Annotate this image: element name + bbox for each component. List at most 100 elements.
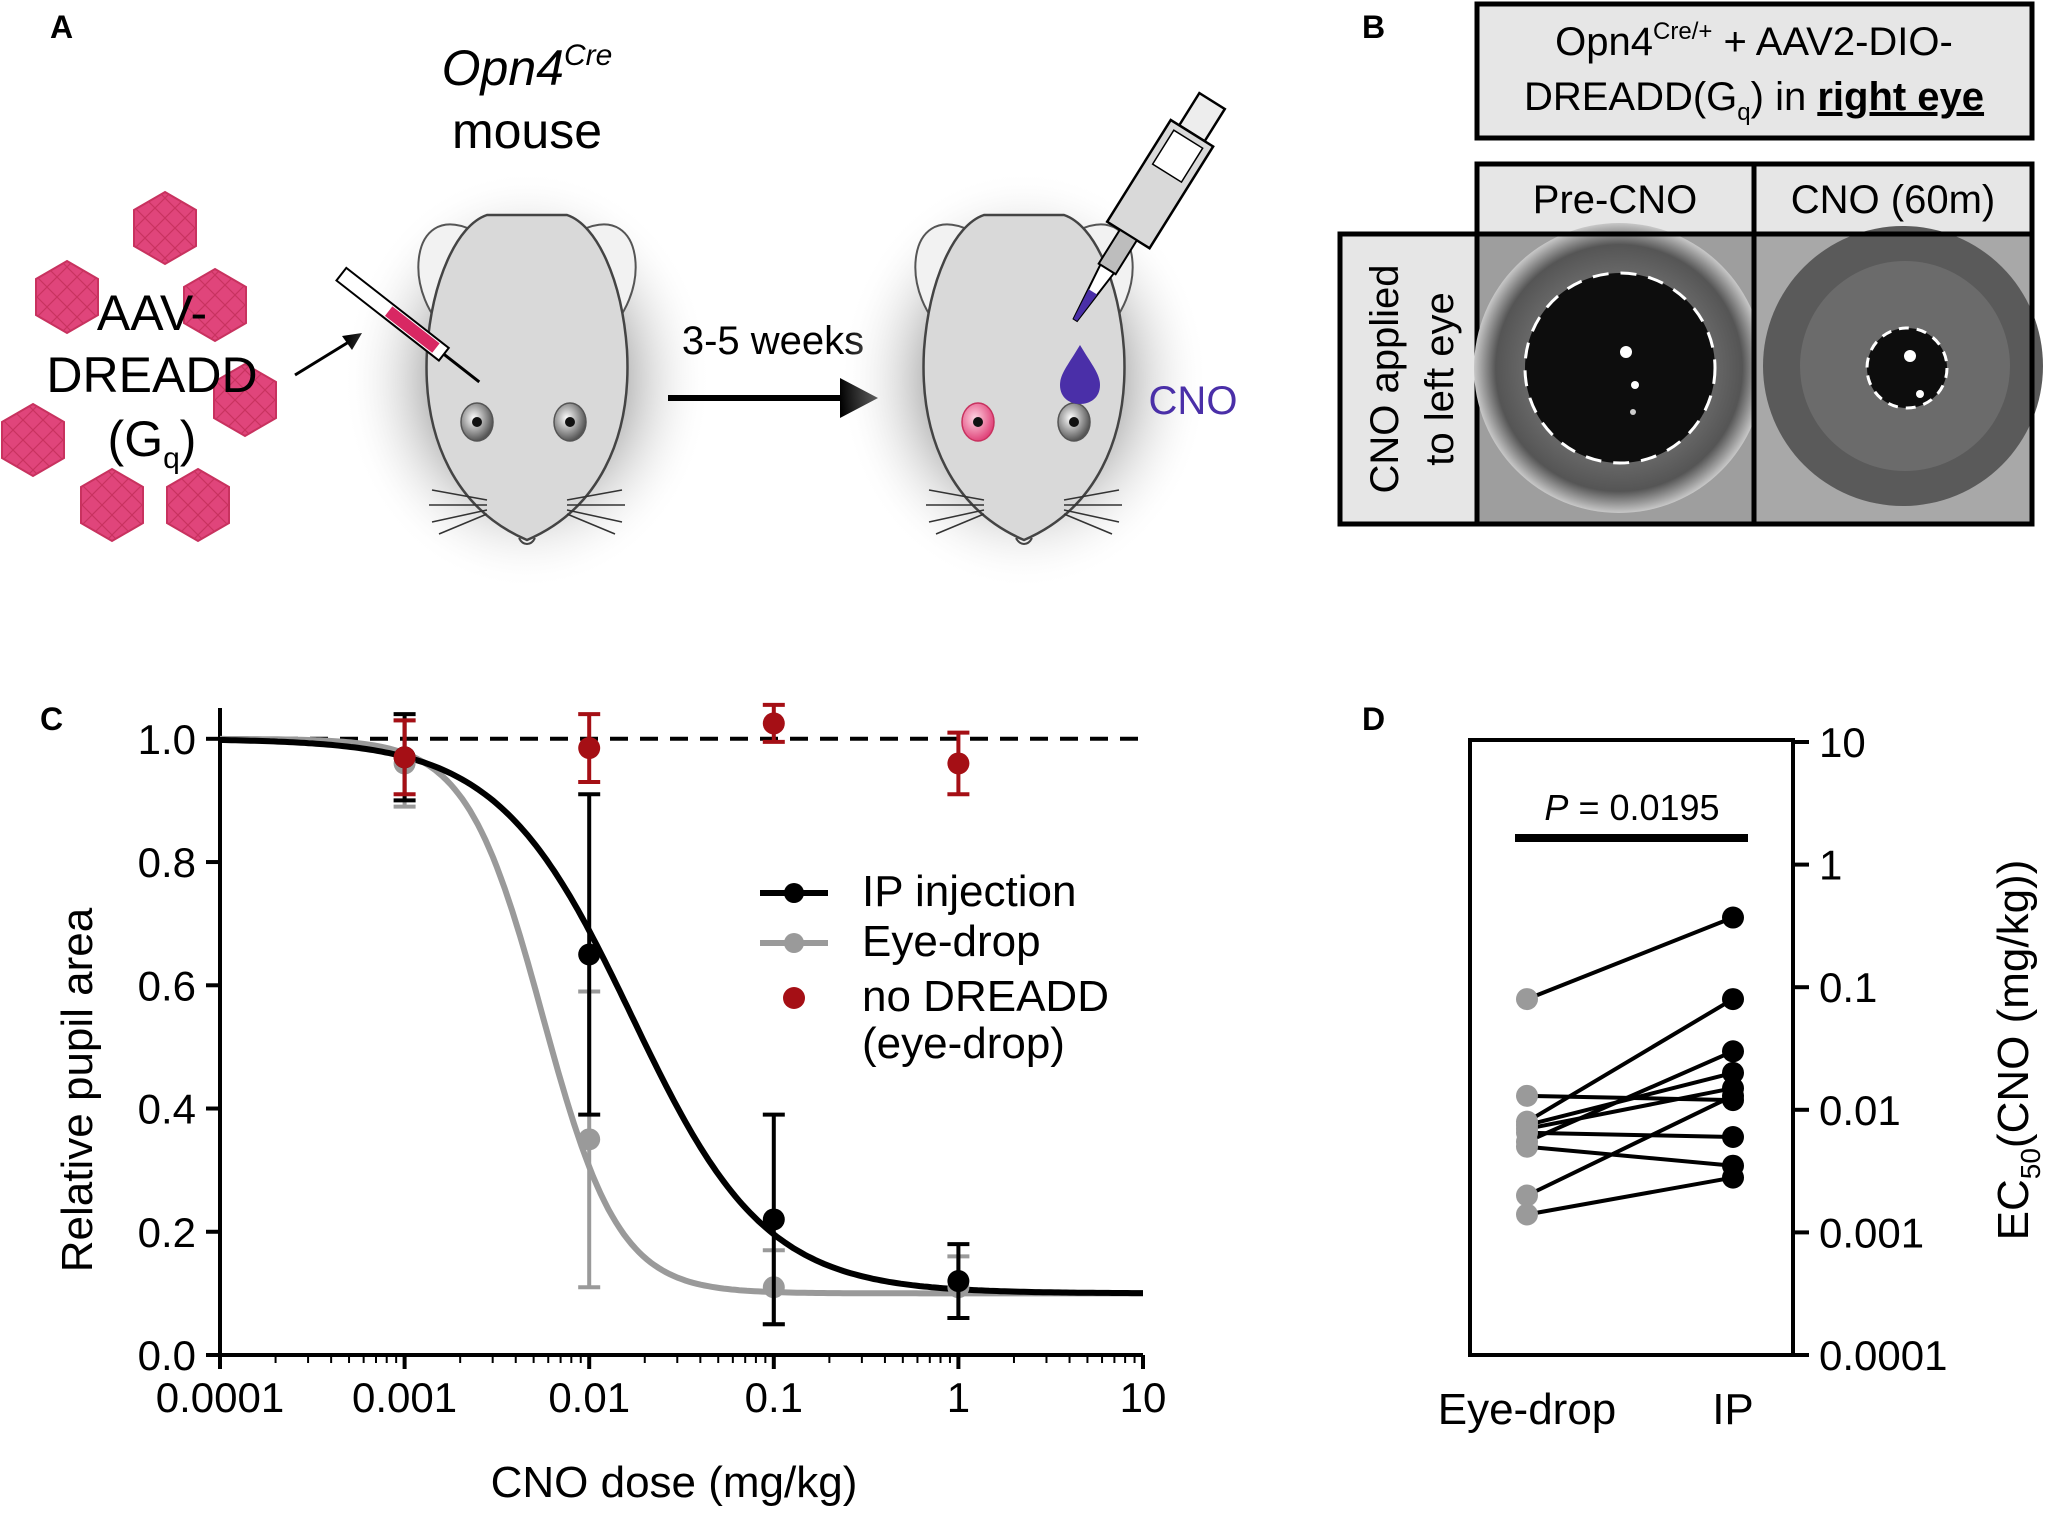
d-point-eyedrop (1516, 1135, 1538, 1158)
row-header-line1: CNO applied (1363, 264, 1407, 493)
cno-label: CNO (1149, 379, 1238, 423)
mouse-title-line1: Opn4Cre (442, 39, 613, 96)
d-pair-line (1526, 1049, 1734, 1144)
mouse-title-line2: mouse (452, 103, 602, 159)
panel-b-title-line2: DREADD(Gq) in right eye (1524, 75, 1984, 126)
col-header-pre (1474, 161, 1757, 237)
panel-c-axes: 0.0 0.2 0.4 0.6 0.8 1.0 0.0001 0.001 0.01 0.1 1 10 (138, 708, 1167, 1421)
d-pair-line (1525, 997, 1735, 1124)
c-y-tick-label: 0.0 (138, 1332, 196, 1379)
legend-nodreadd-label-2: (eye-drop) (862, 1019, 1065, 1068)
panel-c-label: C (40, 701, 63, 737)
panel-c-xlabel: CNO dose (mg/kg) (491, 1458, 858, 1507)
d-y-tick-label: 10 (1819, 719, 1866, 766)
d-y-tick-label: 0.0001 (1819, 1332, 1947, 1379)
c-y-tick-label: 0.2 (138, 1209, 196, 1256)
d-y-tick-label: 0.001 (1819, 1209, 1924, 1256)
d-y-tick-label: 0.01 (1819, 1087, 1901, 1134)
p-value-label: P = 0.0195 (1544, 787, 1719, 828)
panel-b-title-line1: Opn4Cre/+ + AAV2-DIO- (1555, 18, 1953, 64)
virus-capsid (80, 467, 144, 543)
c-point-nodreadd (762, 712, 785, 735)
c-y-tick-label: 0.8 (138, 839, 196, 886)
col-header-post-label: CNO (60m) (1791, 178, 1995, 222)
d-pair-line (1526, 1144, 1734, 1168)
panel-d-ylabel: EC50(CNO (mg/kg)) (1989, 860, 2046, 1241)
virus-capsid (1, 402, 65, 478)
virus-label-line3: (Gq) (108, 411, 197, 475)
row-header-line2: to left eye (1418, 292, 1462, 465)
c-point-ip (578, 943, 601, 966)
d-point-ip (1722, 1040, 1744, 1063)
virus-capsid (35, 259, 99, 335)
c-x-tick-label: 0.001 (352, 1374, 457, 1421)
d-pair-line (1526, 1070, 1734, 1128)
d-point-eyedrop (1516, 1084, 1538, 1107)
legend-nodreadd-label: no DREADD (862, 972, 1109, 1021)
mouse-illustration-eyedrop (839, 91, 1227, 590)
interval-label: 3-5 weeks (682, 319, 864, 363)
c-y-tick-label: 0.6 (138, 962, 196, 1009)
panel-b-frame (1337, 231, 2035, 527)
panel-d-plot (1516, 906, 1744, 1226)
d-y-tick-label: 0.1 (1819, 964, 1877, 1011)
legend-eyedrop-label: Eye-drop (862, 917, 1041, 966)
d-pair-line (1526, 1094, 1734, 1198)
virus-capsid (166, 467, 230, 543)
legend-ip-label: IP injection (862, 867, 1076, 916)
c-point-ip (947, 1270, 970, 1293)
virus-capsid (183, 267, 247, 343)
d-pair-line (1526, 1130, 1734, 1139)
d-point-ip (1722, 1166, 1744, 1189)
virus-label-line2: DREADD (46, 347, 257, 403)
panel-c-legend: IP injection Eye-drop no DREADD (eye-dro… (760, 867, 1109, 1068)
d-y-tick-label: 1 (1819, 842, 1842, 889)
d-pair-line (1526, 915, 1734, 1001)
panel-b: B Opn4Cre/+ + AAV2-DIO- DREADD(Gq) in ri… (1337, 1, 2043, 527)
d-pair-line (1526, 1175, 1734, 1217)
c-point-ip (762, 1208, 785, 1231)
d-point-ip (1722, 1084, 1744, 1107)
d-point-ip (1722, 988, 1744, 1011)
d-point-eyedrop (1516, 1203, 1538, 1226)
panel-d-xtick-eyedrop: Eye-drop (1438, 1385, 1617, 1434)
c-x-tick-label: 0.0001 (156, 1374, 284, 1421)
legend-nodreadd-marker (783, 987, 805, 1009)
eye-photo-pre (1474, 223, 1764, 527)
legend-eyedrop-marker (784, 933, 804, 953)
d-point-eyedrop (1516, 1184, 1538, 1207)
c-y-tick-label: 0.4 (138, 1086, 196, 1133)
d-point-eyedrop (1516, 988, 1538, 1011)
c-point-nodreadd (578, 737, 601, 760)
c-y-tick-label: 1.0 (138, 716, 196, 763)
d-point-ip (1722, 1125, 1744, 1148)
c-point-nodreadd (393, 746, 416, 769)
panel-d-label: D (1362, 701, 1385, 737)
d-pair-line (1526, 1086, 1734, 1131)
c-x-tick-label: 0.01 (548, 1374, 630, 1421)
panel-c-ylabel: Relative pupil area (53, 907, 102, 1272)
mouse-illustration-injection (335, 170, 712, 590)
c-point-eyedrop (578, 1128, 601, 1151)
cno-drop (1060, 345, 1100, 404)
row-header (1337, 231, 1480, 527)
virus-particles (1, 190, 277, 543)
c-x-tick-label: 1 (947, 1374, 970, 1421)
panel-c: C 0.0 0.2 0.4 0.6 0.8 1.0 0.0001 0.001 0.01 0.1 1 1… (40, 701, 1166, 1507)
virus-label-line1: AAV- (97, 285, 207, 341)
panel-c-plot (220, 702, 1143, 1327)
panel-a: A AAV- DREADD (Gq) Opn4Cre mouse (1, 9, 1238, 590)
panel-b-label: B (1362, 9, 1385, 45)
virus-capsid (133, 190, 197, 266)
d-point-ip (1722, 1061, 1744, 1084)
legend-ip-marker (784, 883, 804, 903)
eye-photo-post (1751, 226, 2043, 527)
d-point-ip (1722, 906, 1744, 929)
panel-a-label: A (50, 9, 73, 45)
c-x-tick-label: 0.1 (745, 1374, 803, 1421)
panel-b-title-box (1474, 1, 2035, 141)
c-x-tick-label: 10 (1120, 1374, 1167, 1421)
panel-d-xtick-ip: IP (1712, 1385, 1754, 1434)
panel-d-axes: 10 1 0.1 0.01 0.001 0.0001 (1791, 719, 1947, 1379)
